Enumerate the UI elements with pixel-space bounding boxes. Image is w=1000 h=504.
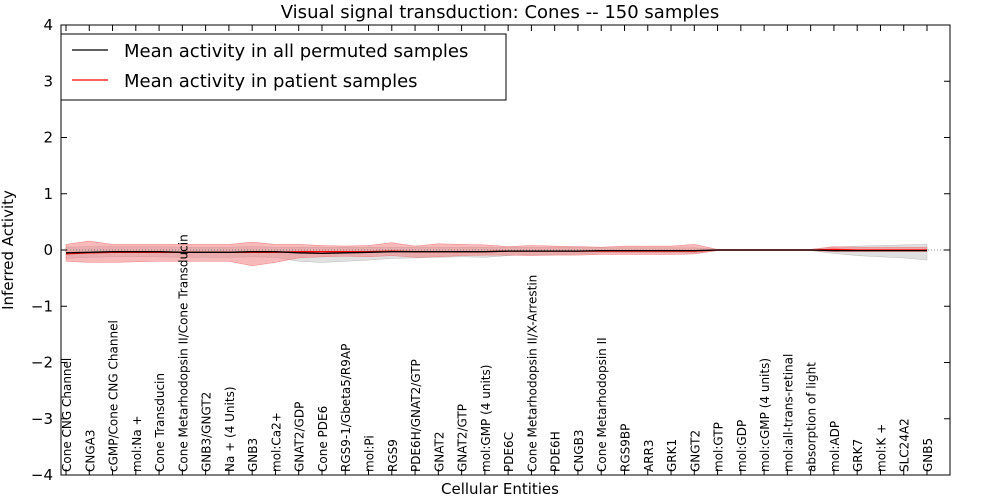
x-tick-label: GNGT2 [688, 430, 702, 472]
x-tick-label: Cone Metarhodopsin II/Cone Transducin [176, 234, 190, 472]
confidence-bands [65, 240, 928, 267]
series-lines [65, 248, 927, 255]
x-tick-label: GNAT2/GDP [293, 402, 307, 472]
x-tick-label: mol:Ca2+ [269, 412, 283, 472]
x-tick-label: GNB3/GNGT2 [200, 392, 214, 472]
x-tick-label: RGS9 [386, 439, 400, 472]
y-tick-label: −1 [31, 297, 53, 315]
legend-box [60, 33, 507, 101]
x-tick-label: GNB3 [246, 438, 260, 472]
x-tick-label: cGMP/Cone CNG Channel [107, 320, 121, 472]
x-tick-label: GNAT2 [432, 431, 446, 472]
y-tick-label: −2 [31, 354, 53, 372]
x-tick-label: CNGB3 [572, 429, 586, 472]
x-tick-label: ARR3 [642, 439, 656, 472]
x-tick-label: Na + (4 Units) [223, 386, 237, 472]
legend-label-patient: Mean activity in patient samples [124, 71, 418, 92]
x-tick-label: mol:Pi [363, 435, 377, 472]
x-tick-label: GNB5 [921, 438, 935, 472]
x-tick-label: mol:K + [875, 424, 889, 472]
y-tick-label: −4 [31, 466, 53, 484]
legend: Mean activity in all permuted samples Me… [60, 33, 507, 101]
y-tick-label: 0 [43, 241, 53, 259]
y-tick-label: 3 [43, 72, 53, 90]
x-tick-label: GRK7 [851, 439, 865, 472]
x-tick-label: mol:GDP [735, 420, 749, 472]
legend-label-permuted: Mean activity in all permuted samples [124, 41, 468, 62]
y-tick-label: −3 [31, 410, 53, 428]
x-tick-label: SLC24A2 [898, 418, 912, 472]
x-tick-label: absorption of light [805, 362, 819, 472]
x-tick-label: mol:GTP [712, 422, 726, 472]
x-tick-label: Cone CNG Channel [60, 358, 74, 472]
x-tick-label: RGS9-1/Gbeta5/R9AP [339, 344, 353, 472]
x-axis: Cone CNG Channel CNGA3 cGMP/Cone CNG Chann… [60, 25, 935, 475]
series-line-permuted [65, 249, 927, 255]
x-tick-label: Cone PDE6 [316, 406, 330, 472]
y-axis-label: Inferred Activity [0, 190, 17, 310]
x-tick-label: PDE6H/GNAT2/GTP [409, 359, 423, 472]
x-tick-label: Cone Metarhodopsin II/X-Arrestin [525, 275, 539, 472]
x-axis-label: Cellular Entities [441, 480, 559, 498]
x-tick-label: Cone Metarhodopsin II [595, 337, 609, 472]
x-tick-label: mol:Na + [130, 415, 144, 472]
x-tick-label: CNGA3 [83, 430, 97, 473]
chart-title: Visual signal transduction: Cones -- 150… [281, 2, 719, 23]
y-axis: −4 −3 −2 −1 0 1 2 3 4 [31, 16, 950, 484]
x-tick-label: mol:GMP (4 units) [479, 365, 493, 472]
x-tick-label: mol:cGMP (4 units) [758, 358, 772, 472]
x-tick-label: PDE6H [549, 431, 563, 472]
x-tick-label: mol:ADP [828, 421, 842, 472]
x-tick-label: RGS9BP [619, 424, 633, 472]
band-patient [65, 240, 928, 267]
x-tick-label: PDE6C [502, 432, 516, 472]
x-tick-label: Cone Transducin [153, 373, 167, 472]
y-tick-label: 2 [43, 129, 53, 147]
x-tick-label: GRK1 [665, 439, 679, 472]
y-tick-label: 1 [43, 185, 53, 203]
y-tick-label: 4 [43, 16, 53, 34]
x-tick-label: mol:all-trans-retinal [781, 354, 795, 472]
x-tick-label: GNAT2/GTP [456, 404, 470, 472]
